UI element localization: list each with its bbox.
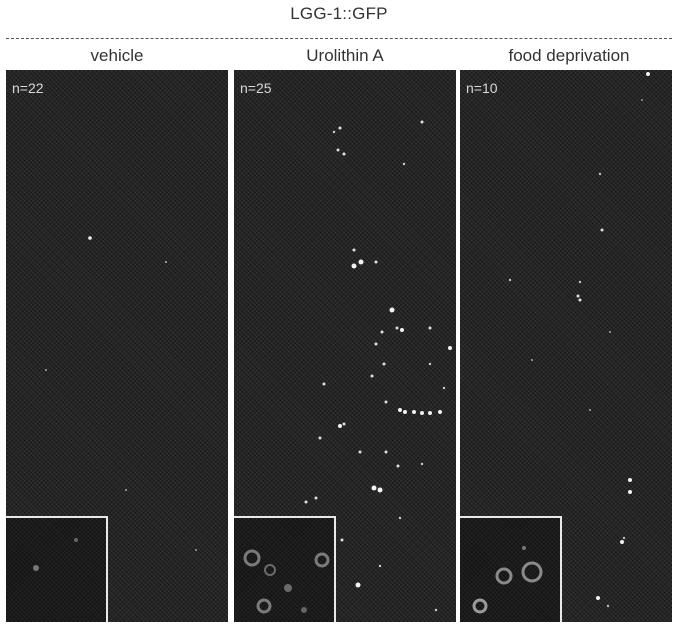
count-label-food-deprivation: n=10	[466, 80, 498, 96]
micrograph-urolithin-a: n=25	[234, 70, 456, 622]
micrograph-food-deprivation: n=10	[460, 70, 672, 622]
count-label-urolithin-a: n=25	[240, 80, 272, 96]
title-divider	[6, 38, 672, 39]
panel-label-food-deprivation: food deprivation	[460, 46, 678, 68]
micrograph-vehicle: n=22	[6, 70, 228, 622]
inset-puncta-vehicle	[6, 518, 106, 622]
panel-label-urolithin-a: Urolithin A	[234, 46, 456, 68]
inset-puncta-urolithin-a	[234, 518, 334, 622]
count-label-vehicle: n=22	[12, 80, 44, 96]
inset-puncta-food-deprivation	[460, 518, 560, 622]
panel-label-vehicle: vehicle	[6, 46, 228, 68]
inset-food-deprivation	[460, 516, 562, 622]
inset-vehicle	[6, 516, 108, 622]
inset-urolithin-a	[234, 516, 336, 622]
figure-title: LGG-1::GFP	[0, 4, 678, 24]
